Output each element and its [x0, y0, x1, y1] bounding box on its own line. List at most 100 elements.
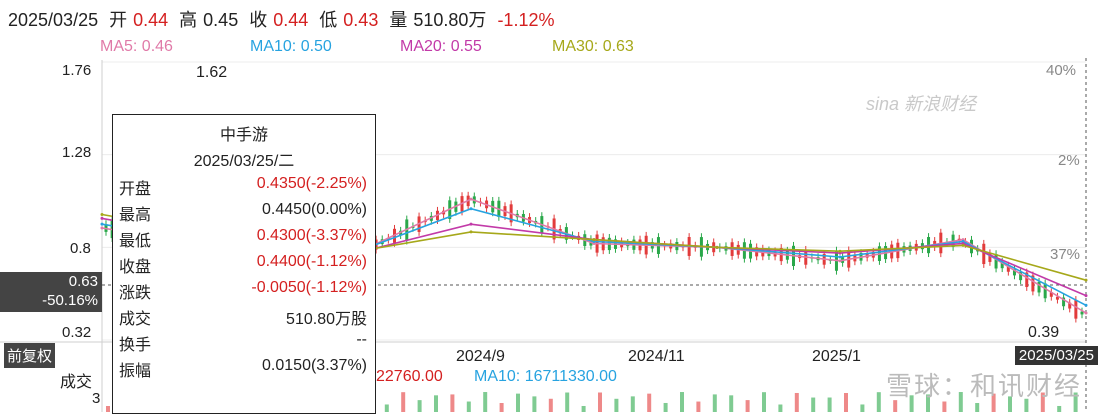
adjust-toggle[interactable]: 前复权 [4, 343, 56, 368]
volume-bar [893, 400, 898, 412]
low-annotation: 0.39 [1028, 324, 1060, 341]
header-close: 0.44 [273, 10, 309, 30]
ma-point [1084, 278, 1088, 282]
candle-body [1043, 283, 1047, 299]
tooltip-value: -- [356, 331, 367, 348]
right-tick-3: 37% [1050, 246, 1081, 263]
candle-body [1080, 311, 1084, 315]
ma10-legend: MA10: 0.50 [250, 38, 332, 55]
volume-bar [614, 398, 619, 412]
header-low: 0.43 [343, 10, 379, 30]
tooltip-value: 510.80万股 [286, 311, 367, 328]
volume-bar [483, 392, 488, 412]
ma-point [715, 245, 719, 249]
volume-bar [811, 397, 816, 412]
ma-point [469, 207, 473, 211]
candle-body [1031, 275, 1035, 292]
y-tick-4: 0.32 [62, 324, 92, 341]
volume-bar [1024, 398, 1029, 412]
right-tick-2: 2% [1058, 152, 1080, 169]
ma-point [838, 255, 842, 259]
candle-body [1055, 296, 1059, 300]
ma-point [100, 216, 104, 220]
ma30-legend: MA30: 0.63 [552, 38, 634, 55]
volume-bar [975, 403, 980, 412]
volume-bar [450, 394, 455, 412]
tooltip-title: 中手游 [219, 127, 268, 144]
header-open-label: 开 [109, 10, 128, 30]
candle-body [982, 243, 986, 265]
volume-bar [942, 401, 947, 412]
volume-label: 成交 [60, 374, 93, 391]
high-annotation: 1.62 [196, 64, 228, 81]
tooltip-row: 最高 0.4450(0.00%) [119, 201, 367, 225]
volume-bar [909, 395, 914, 412]
tooltip-key: 涨跌 [119, 285, 152, 302]
volume-bar [417, 400, 422, 412]
volume-bar [794, 392, 799, 412]
tooltip-row: 成交 510.80万股 [119, 305, 367, 329]
tooltip-row: 开盘 0.4350(-2.25%) [119, 175, 367, 199]
volume-bar [926, 394, 930, 412]
tooltip-key: 收盘 [119, 259, 152, 276]
header-high: 0.45 [203, 10, 239, 30]
volume-bar [1057, 405, 1062, 412]
tooltip-key: 振幅 [119, 363, 152, 380]
sina-logo: sina 新浪财经 [866, 94, 977, 114]
header-change: -1.12% [497, 10, 555, 30]
volume-bar [598, 392, 602, 412]
tooltip-key: 开盘 [119, 181, 152, 198]
volume-bar [1008, 396, 1012, 412]
volume-bar [958, 392, 963, 412]
tooltip-row: 最低 0.4300(-3.37%) [119, 227, 367, 251]
ma5-legend: MA5: 0.46 [100, 38, 173, 55]
ma-point [838, 249, 842, 253]
volume-bar [762, 392, 766, 412]
volume-bar [712, 394, 717, 412]
ma20-legend: MA20: 0.55 [400, 38, 482, 55]
volume-bar [745, 400, 750, 412]
volume-bar [778, 404, 783, 412]
volume-bar [827, 397, 832, 412]
ma-point [100, 226, 104, 230]
crosshair-price-tag: 0.63 -50.16% [0, 272, 102, 312]
ma-point [838, 259, 842, 263]
tooltip-value: -0.0050(-1.12%) [251, 279, 367, 296]
x-tick-1: 2024/9 [456, 348, 505, 365]
volume-bar [729, 395, 734, 412]
volume-bar [532, 396, 537, 412]
volume-bar [844, 393, 848, 412]
volume-bar [696, 401, 701, 412]
candle-body [1000, 261, 1004, 269]
volume-bar [565, 392, 570, 412]
header-open: 0.44 [133, 10, 169, 30]
x-tick-2: 2024/11 [628, 348, 685, 365]
ma-point [1084, 294, 1088, 298]
y-tick-1: 1.76 [62, 62, 92, 79]
volume-scale: 3 [92, 390, 101, 407]
candle-body [1019, 271, 1023, 281]
tooltip-row: 振幅 0.0150(3.37%) [119, 357, 367, 381]
volume-bar [384, 404, 389, 412]
header-volume-label: 量 [389, 10, 408, 30]
tooltip-key: 成交 [119, 311, 152, 328]
volume-bar [548, 398, 553, 412]
volume-ma10: MA10: 16711330.00 [474, 368, 617, 385]
tooltip-value: 0.4350(-2.25%) [256, 175, 367, 192]
y-tick-3: 0.8 [70, 240, 91, 257]
volume-bar [499, 403, 504, 412]
ma-point [100, 213, 104, 217]
crosshair-pct: -50.16% [42, 292, 98, 309]
ma-point [469, 222, 473, 226]
right-tick-1: 40% [1046, 62, 1077, 79]
volume-bar [106, 406, 110, 412]
candle-body [1025, 272, 1029, 288]
header-close-label: 收 [249, 10, 268, 30]
tooltip-key: 换手 [119, 337, 152, 354]
candle-body [1006, 265, 1010, 272]
volume-bar [630, 396, 635, 412]
ma-point [1084, 311, 1088, 315]
header-bar: 2025/03/25 开 0.44 高 0.45 收 0.44 低 0.43 量 510.… [8, 6, 560, 32]
candle-body [1012, 269, 1016, 276]
tooltip-value: 0.4300(-3.37%) [256, 227, 367, 244]
